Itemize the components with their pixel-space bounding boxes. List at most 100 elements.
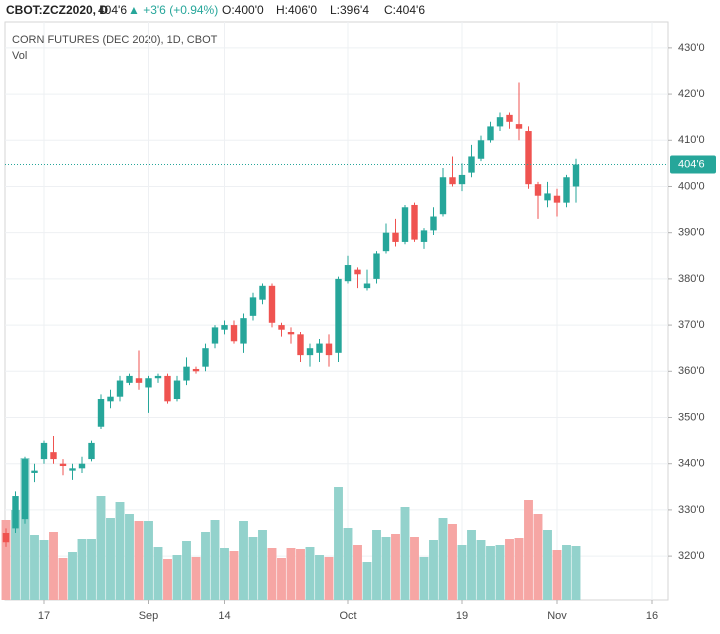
y-tick-label: 340'0 — [678, 458, 705, 470]
x-tick-label: 16 — [646, 610, 658, 622]
candle-body — [126, 375, 133, 383]
volume-bar — [58, 558, 68, 600]
last-price-tag — [670, 155, 716, 174]
volume-bar — [467, 530, 476, 600]
close: C:404'6 — [384, 3, 425, 17]
volume-bar — [324, 557, 334, 600]
volume-bar — [191, 557, 201, 600]
candle-body — [572, 164, 580, 187]
candle-body — [392, 232, 399, 242]
volume-bar — [210, 520, 220, 600]
chart-title: CORN FUTURES (DEC 2020), 1D, CBOT — [12, 34, 218, 46]
volume-bar — [315, 555, 324, 600]
candle-body — [506, 114, 513, 122]
y-tick-label: 370'0 — [678, 319, 705, 331]
volume-bar — [448, 524, 457, 600]
volume-bar — [96, 496, 106, 600]
volume-bar — [229, 551, 239, 600]
x-tick-label: Oct — [339, 610, 356, 622]
volume-label: Vol — [12, 50, 27, 62]
candle-body — [553, 195, 561, 203]
last-price-label: 404'6 — [678, 158, 705, 170]
y-tick-label: 380'0 — [678, 273, 705, 285]
y-tick-label: 390'0 — [678, 227, 705, 239]
candle-body — [430, 216, 437, 231]
volume-bar — [286, 548, 296, 600]
candle-body — [373, 253, 380, 279]
volume-bar — [277, 558, 286, 600]
volume-bar — [438, 518, 448, 600]
candle-body — [401, 207, 409, 242]
candle-body — [202, 348, 209, 367]
volume-bar — [533, 514, 543, 600]
volume-bar — [163, 559, 172, 600]
volume-bar — [296, 549, 305, 600]
volume-bar — [334, 487, 343, 600]
volume-bar — [571, 546, 581, 600]
candle-body — [515, 124, 523, 129]
volume-bar — [30, 535, 39, 600]
volume-bar — [49, 532, 58, 600]
volume-bar — [106, 518, 115, 600]
candle-body — [335, 278, 342, 353]
volume-bar — [68, 552, 77, 600]
candle-body — [354, 269, 361, 275]
y-tick-label: 420'0 — [678, 88, 705, 100]
volume-bar — [391, 534, 400, 600]
volume-bar — [258, 530, 267, 600]
candle-body — [449, 177, 456, 185]
open: O:400'0 — [222, 3, 264, 17]
volume-bar — [457, 545, 467, 600]
symbol: CBOT:ZCZ2020, D — [6, 3, 108, 17]
volume-bar — [353, 545, 362, 600]
volume-bar — [381, 537, 391, 600]
candle-body — [221, 325, 228, 330]
volume-bar — [144, 521, 153, 600]
candle-body — [88, 442, 95, 460]
candle-body — [525, 131, 532, 185]
y-tick-label: 330'0 — [678, 504, 705, 516]
volume-bar — [201, 532, 210, 600]
candle-body — [97, 399, 105, 427]
candle-body — [192, 368, 200, 372]
candle-layer — [2, 82, 580, 547]
candle-body — [69, 468, 76, 471]
y-tick-label: 360'0 — [678, 365, 705, 377]
candle-body — [135, 378, 143, 383]
candle-body — [468, 156, 475, 173]
candle-body — [173, 380, 181, 400]
volume-bar — [476, 540, 486, 600]
y-tick-label: 320'0 — [678, 550, 705, 562]
volume-bar — [115, 502, 125, 600]
candle-body — [145, 378, 152, 388]
candle-body — [40, 442, 48, 460]
y-tick-label: 350'0 — [678, 411, 705, 423]
candle-body — [230, 325, 238, 342]
candle-body — [411, 204, 418, 240]
candle-body — [496, 117, 504, 127]
candle-body — [259, 285, 266, 300]
candle-body — [211, 327, 219, 344]
x-tick-label: Nov — [547, 610, 567, 622]
candle-body — [183, 366, 190, 381]
volume-bar — [514, 538, 524, 600]
volume-bar — [495, 545, 505, 600]
candle-body — [487, 126, 494, 141]
volume-bar — [524, 500, 533, 600]
candle-body — [116, 380, 124, 397]
candle-body — [534, 184, 542, 196]
candle-body — [249, 297, 257, 316]
last: 404'6 — [98, 3, 127, 17]
low: L:396'4 — [330, 3, 369, 17]
volume-bar — [87, 539, 96, 600]
candle-body — [12, 496, 19, 529]
x-tick-label: 19 — [456, 610, 468, 622]
candle-body — [439, 177, 447, 215]
candle-body — [59, 463, 67, 467]
candle-body — [344, 265, 352, 282]
candle-body — [278, 325, 285, 330]
volume-bar — [220, 548, 229, 600]
candle-body — [544, 193, 551, 201]
x-tick-label: 14 — [218, 610, 230, 622]
